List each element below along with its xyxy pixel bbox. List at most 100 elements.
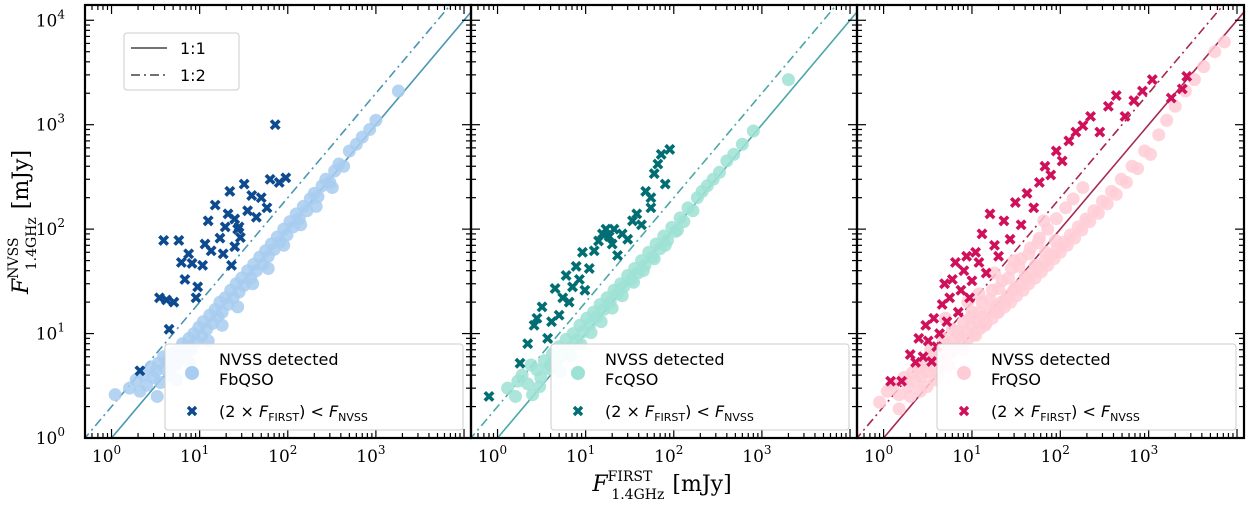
flagged-point bbox=[234, 232, 246, 244]
detected-point bbox=[391, 84, 405, 98]
flagged-point bbox=[1165, 92, 1177, 104]
flagged-point bbox=[941, 316, 953, 328]
detected-point bbox=[605, 301, 619, 315]
plot-area-frqso bbox=[857, 5, 1244, 438]
flagged-point bbox=[209, 199, 221, 211]
detected-point bbox=[231, 300, 245, 314]
flagged-point bbox=[939, 278, 951, 290]
detected-point bbox=[311, 190, 325, 204]
flagged-point bbox=[936, 298, 948, 310]
flagged-point bbox=[1102, 100, 1114, 112]
legend-cross-label: (2 × FFIRST) < FNVSS bbox=[605, 402, 754, 424]
detected-point bbox=[1144, 147, 1158, 161]
y-tick-label: 103 bbox=[36, 112, 65, 136]
x-tick-label: 100 bbox=[478, 443, 507, 467]
detected-point bbox=[524, 358, 538, 372]
detected-point bbox=[892, 388, 906, 402]
detected-point bbox=[1007, 254, 1021, 268]
flagged-point bbox=[964, 292, 976, 304]
flagged-point bbox=[1039, 160, 1051, 172]
x-tick-label: 101 bbox=[566, 443, 595, 467]
detected-point bbox=[325, 181, 339, 195]
legend-label: NVSS detected bbox=[991, 350, 1111, 369]
flagged-point bbox=[622, 233, 634, 245]
detected-point bbox=[594, 315, 608, 329]
flagged-point bbox=[186, 257, 198, 269]
detected-point bbox=[1048, 233, 1062, 247]
x-tick-label: 101 bbox=[952, 443, 981, 467]
flagged-point bbox=[570, 260, 582, 272]
flagged-point bbox=[1050, 145, 1062, 157]
flagged-point bbox=[636, 219, 647, 231]
flagged-point bbox=[190, 292, 202, 304]
flagged-point bbox=[885, 375, 897, 387]
flagged-point bbox=[606, 238, 618, 250]
x-tick-label: 103 bbox=[742, 443, 771, 467]
detected-point bbox=[969, 328, 983, 342]
flagged-point bbox=[134, 365, 146, 377]
flagged-point bbox=[158, 234, 170, 246]
detected-point bbox=[1049, 212, 1063, 226]
flagged-point bbox=[949, 256, 961, 268]
flagged-point bbox=[989, 239, 1000, 251]
flagged-point bbox=[514, 357, 526, 369]
flagged-point bbox=[922, 335, 934, 347]
flagged-point bbox=[573, 273, 585, 285]
flagged-point bbox=[1085, 110, 1097, 122]
detected-point bbox=[983, 293, 997, 307]
flagged-point bbox=[608, 223, 620, 235]
flagged-point bbox=[576, 246, 588, 258]
detected-point bbox=[584, 326, 598, 340]
flagged-point bbox=[567, 281, 579, 293]
flagged-point bbox=[549, 283, 561, 294]
flagged-point bbox=[648, 168, 660, 180]
flagged-point bbox=[1028, 202, 1040, 214]
flagged-point bbox=[1056, 155, 1068, 167]
flagged-point bbox=[973, 256, 985, 268]
detected-point bbox=[509, 389, 523, 403]
detected-point bbox=[727, 147, 741, 161]
x-tick-label: 100 bbox=[92, 443, 121, 467]
detected-point bbox=[712, 165, 726, 179]
detected-point bbox=[363, 122, 377, 136]
detected-point bbox=[1160, 113, 1174, 127]
x-tick-label: 101 bbox=[180, 443, 209, 467]
detected-point bbox=[658, 238, 672, 252]
flagged-point bbox=[913, 332, 925, 344]
flagged-point bbox=[219, 221, 231, 233]
flagged-point bbox=[976, 228, 988, 240]
x-axis-label: FFIRST 1.4GHz [mJy] bbox=[591, 469, 731, 503]
detected-point bbox=[133, 384, 147, 398]
detected-point bbox=[1100, 197, 1114, 211]
flagged-point bbox=[920, 319, 932, 331]
flagged-point bbox=[229, 213, 241, 225]
detected-point bbox=[1002, 271, 1016, 285]
x-tick-label: 103 bbox=[1129, 443, 1158, 467]
flagged-point bbox=[563, 296, 575, 308]
flagged-point bbox=[522, 338, 534, 350]
flagged-point bbox=[1077, 120, 1089, 132]
flagged-point bbox=[998, 215, 1010, 227]
detected-point bbox=[636, 264, 650, 278]
legend-label: FbQSO bbox=[219, 370, 274, 389]
detected-point bbox=[627, 275, 641, 289]
flagged-point bbox=[1128, 95, 1140, 107]
flagged-point bbox=[966, 275, 978, 287]
detected-point bbox=[903, 389, 917, 403]
flagged-point bbox=[958, 265, 970, 277]
flagged-point bbox=[1181, 70, 1193, 82]
detected-point bbox=[533, 380, 547, 394]
flagged-point bbox=[934, 328, 946, 340]
detected-point bbox=[261, 261, 275, 275]
detected-point bbox=[999, 293, 1013, 307]
y-tick-label: 101 bbox=[36, 321, 65, 345]
flagged-point bbox=[917, 351, 929, 363]
detected-point bbox=[150, 389, 164, 403]
detected-point bbox=[277, 238, 291, 252]
flagged-point bbox=[483, 390, 495, 402]
legend-label: FrQSO bbox=[991, 370, 1041, 389]
